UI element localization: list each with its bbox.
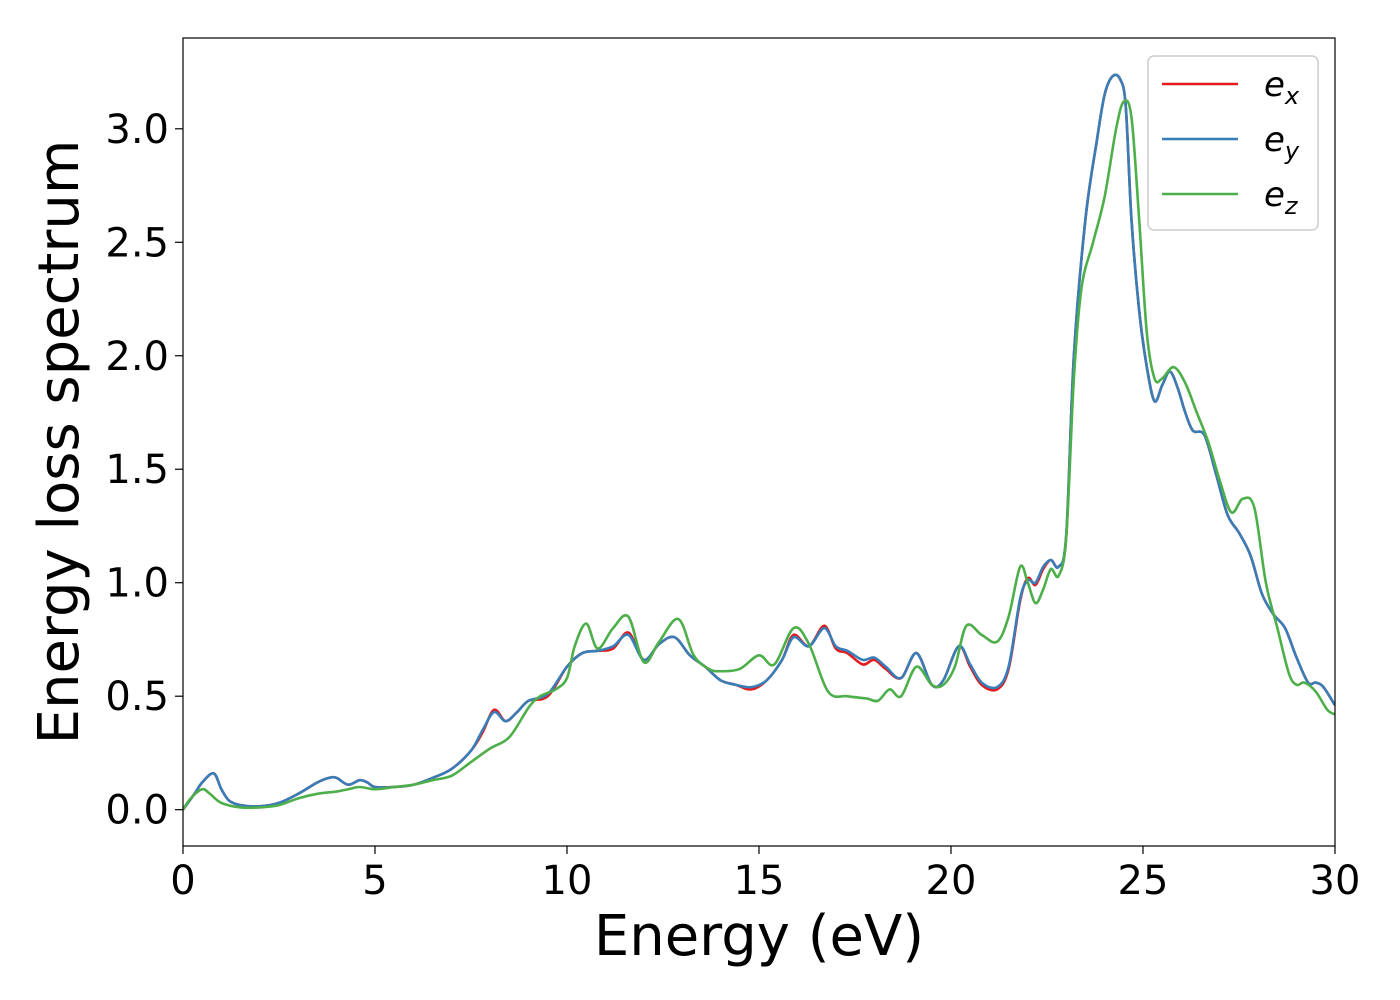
x-tick-label: 15	[734, 858, 785, 904]
y-tick-label: 2.0	[105, 334, 169, 380]
legend: ex ey ez	[1147, 55, 1319, 231]
legend-label-x: ex	[1264, 65, 1300, 110]
x-tick-label: 0	[170, 858, 195, 904]
series-line-y	[183, 73, 1335, 811]
x-tick-label: 25	[1118, 858, 1169, 904]
legend-label-z: ez	[1264, 175, 1299, 220]
plot-area	[183, 73, 1335, 811]
legend-box	[1147, 55, 1319, 231]
y-tick-label: 1.5	[105, 447, 169, 493]
y-tick-label: 0.5	[105, 674, 169, 720]
y-tick-label: 2.5	[105, 220, 169, 266]
plot-frame	[182, 37, 1336, 847]
series-line-z	[183, 99, 1335, 811]
x-tick-label: 20	[926, 858, 977, 904]
legend-label-y: ey	[1264, 120, 1300, 165]
y-tick-label: 0.0	[105, 788, 169, 834]
x-tick-label: 5	[362, 858, 387, 904]
y-tick-label: 1.0	[105, 561, 169, 607]
x-tick-label: 30	[1310, 858, 1361, 904]
x-tick-label: 10	[542, 858, 593, 904]
x-axis-label: Energy (eV)	[594, 904, 924, 969]
y-tick-label: 3.0	[105, 107, 169, 153]
axis-ticks: 0 5 10 15 20 25 30 0.0 0.5 1.0 1.5 2.0 2.5 3.0	[105, 107, 1360, 904]
y-axis-label: Energy loss spectrum	[27, 140, 92, 745]
